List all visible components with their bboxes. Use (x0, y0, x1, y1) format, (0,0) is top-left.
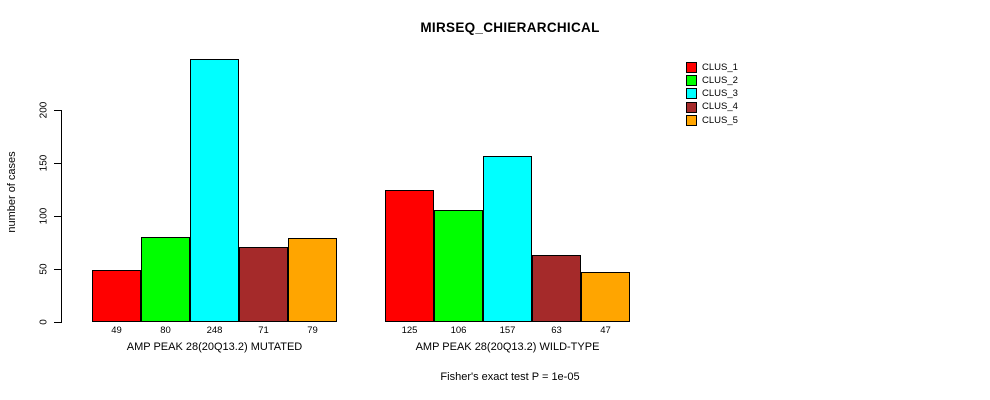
bar-clus_1 (385, 189, 434, 322)
y-axis-tick (54, 163, 61, 164)
y-tick-label: 150 (38, 154, 50, 172)
legend-item: CLUS_4 (686, 101, 738, 114)
fisher-test-annotation: Fisher's exact test P = 1e-05 (440, 371, 580, 383)
bar-value-label: 47 (600, 325, 611, 336)
bar-clus_4 (239, 246, 288, 322)
legend-label: CLUS_4 (702, 101, 738, 113)
bar-value-label: 80 (160, 325, 171, 336)
legend-label: CLUS_3 (702, 88, 738, 100)
y-tick-label: 100 (38, 207, 50, 225)
bar-clus_2 (141, 237, 190, 322)
legend-item: CLUS_1 (686, 61, 738, 74)
legend-swatch-clus_5 (686, 114, 697, 126)
chart-title: MIRSEQ_CHIERARCHICAL (420, 20, 600, 35)
legend-swatch-clus_4 (686, 101, 697, 113)
legend-item: CLUS_5 (686, 114, 738, 127)
legend-label: CLUS_2 (702, 75, 738, 87)
bar-value-label: 49 (111, 325, 122, 336)
y-tick-label: 200 (38, 101, 50, 119)
legend-item: CLUS_2 (686, 74, 738, 87)
y-axis-tick (54, 322, 61, 323)
y-axis-title: number of cases (6, 151, 18, 233)
bar-value-label: 125 (401, 325, 418, 336)
legend-label: CLUS_1 (702, 61, 738, 73)
bar-value-label: 248 (206, 325, 223, 336)
legend-swatch-clus_2 (686, 75, 697, 87)
legend-label: CLUS_5 (702, 114, 738, 126)
bar-value-label: 79 (307, 325, 318, 336)
legend-swatch-clus_3 (686, 88, 697, 100)
y-axis-tick (54, 216, 61, 217)
legend-item: CLUS_3 (686, 87, 738, 100)
bar-clus_3 (190, 59, 239, 322)
bar-value-label: 106 (450, 325, 467, 336)
legend: CLUS_1 CLUS_2 CLUS_3 CLUS_4 CLUS_5 (686, 61, 738, 127)
bar-value-label: 157 (499, 325, 516, 336)
x-axis-group-label: AMP PEAK 28(20Q13.2) MUTATED (126, 341, 303, 353)
y-tick-label: 0 (38, 319, 50, 325)
bar-value-label: 71 (258, 325, 269, 336)
bar-clus_4 (532, 255, 581, 322)
y-axis-tick (54, 269, 61, 270)
y-tick-label: 50 (38, 263, 50, 275)
y-axis-line (61, 110, 62, 323)
bar-clus_1 (92, 270, 141, 322)
bar-clus_3 (483, 155, 532, 322)
bar-value-label: 63 (551, 325, 562, 336)
bar-clus_5 (288, 238, 337, 322)
bar-clus_5 (581, 272, 630, 322)
legend-swatch-clus_1 (686, 62, 697, 74)
bar-clus_2 (434, 209, 483, 322)
y-axis-tick (54, 110, 61, 111)
x-axis-group-label: AMP PEAK 28(20Q13.2) WILD-TYPE (415, 341, 600, 353)
